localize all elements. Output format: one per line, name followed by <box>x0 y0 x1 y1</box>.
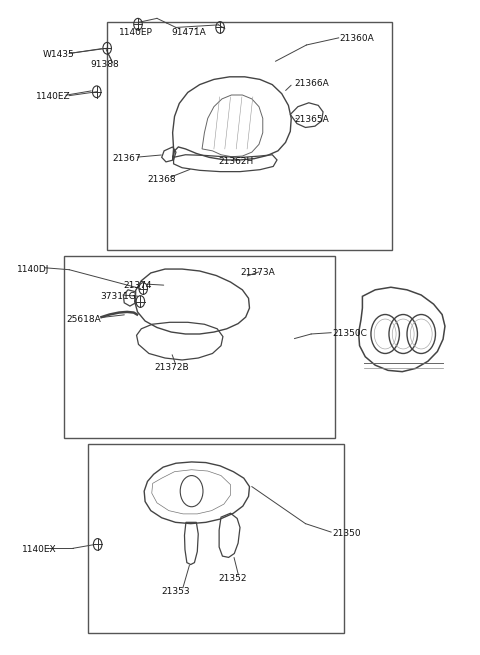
Text: 1140DJ: 1140DJ <box>17 265 49 274</box>
Text: 21367: 21367 <box>112 154 141 163</box>
Text: 21374: 21374 <box>124 281 152 290</box>
Text: 21373A: 21373A <box>240 268 275 277</box>
Text: 91388: 91388 <box>91 60 120 69</box>
Text: 1140EZ: 1140EZ <box>36 92 71 102</box>
Text: 21366A: 21366A <box>295 79 329 88</box>
Text: 37311G: 37311G <box>100 292 136 301</box>
Text: 21350: 21350 <box>333 529 361 538</box>
Text: 21353: 21353 <box>162 588 191 596</box>
Text: W1435: W1435 <box>43 50 75 59</box>
Text: 21365A: 21365A <box>295 115 329 124</box>
Text: 21362H: 21362H <box>219 157 254 166</box>
Text: 21372B: 21372B <box>155 364 189 372</box>
Text: 21360A: 21360A <box>340 34 374 43</box>
Text: 25618A: 25618A <box>67 314 102 324</box>
Text: 1140EP: 1140EP <box>119 28 153 37</box>
Text: 91471A: 91471A <box>171 28 206 37</box>
Text: 21350C: 21350C <box>333 329 367 339</box>
Text: 21352: 21352 <box>219 574 247 584</box>
Text: 1140EX: 1140EX <box>22 545 56 554</box>
Text: 21368: 21368 <box>147 175 176 184</box>
